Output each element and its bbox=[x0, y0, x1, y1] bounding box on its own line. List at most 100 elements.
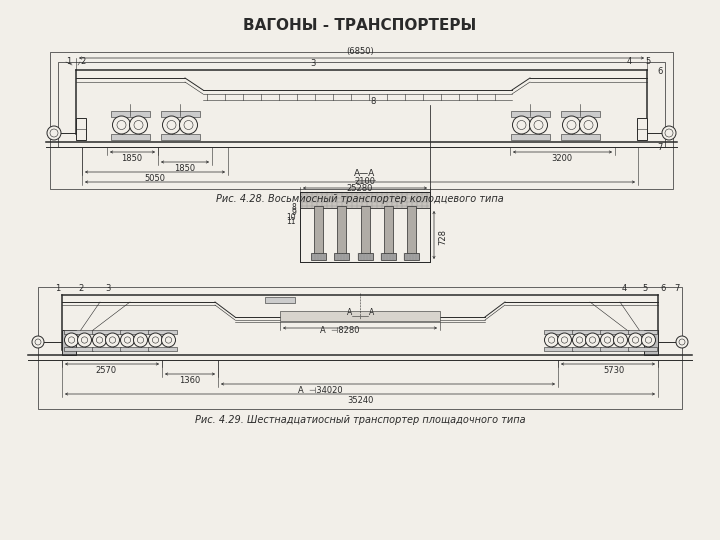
Circle shape bbox=[32, 336, 44, 348]
Text: Рис. 4.28. Восьмиосный транспортер колодцевого типа: Рис. 4.28. Восьмиосный транспортер колод… bbox=[216, 194, 504, 204]
Bar bbox=[63, 347, 92, 351]
Text: А: А bbox=[369, 308, 374, 317]
Text: 5050: 5050 bbox=[145, 174, 166, 183]
Text: 5730: 5730 bbox=[603, 366, 625, 375]
Bar bbox=[361, 206, 369, 254]
Text: (6850): (6850) bbox=[346, 47, 374, 56]
Text: 1: 1 bbox=[66, 57, 71, 66]
Circle shape bbox=[120, 333, 135, 347]
Bar bbox=[560, 111, 600, 117]
Bar bbox=[161, 111, 199, 117]
Bar bbox=[544, 330, 572, 334]
Circle shape bbox=[600, 333, 614, 347]
Text: 4: 4 bbox=[622, 284, 627, 293]
Text: 5: 5 bbox=[642, 284, 647, 293]
Text: 4: 4 bbox=[627, 57, 632, 66]
Text: 2100: 2100 bbox=[354, 177, 376, 186]
Bar bbox=[381, 253, 396, 260]
Bar bbox=[404, 253, 419, 260]
Bar bbox=[314, 206, 323, 254]
Bar bbox=[120, 347, 148, 351]
Circle shape bbox=[662, 126, 676, 140]
Text: 2570: 2570 bbox=[96, 366, 117, 375]
Circle shape bbox=[133, 333, 148, 347]
Bar bbox=[148, 330, 176, 334]
Text: ВАГОНЫ - ТРАНСПОРТЕРЫ: ВАГОНЫ - ТРАНСПОРТЕРЫ bbox=[243, 17, 477, 32]
Text: 7: 7 bbox=[674, 284, 680, 293]
Bar bbox=[91, 330, 120, 334]
Bar bbox=[300, 192, 430, 262]
Text: 3: 3 bbox=[105, 284, 110, 293]
Bar bbox=[311, 253, 326, 260]
Bar bbox=[148, 347, 176, 351]
Text: 1850: 1850 bbox=[122, 154, 143, 163]
Circle shape bbox=[106, 333, 120, 347]
Circle shape bbox=[676, 336, 688, 348]
Bar bbox=[560, 134, 600, 140]
Bar bbox=[63, 330, 92, 334]
Text: А—А: А—А bbox=[354, 169, 376, 178]
Text: 2: 2 bbox=[78, 284, 84, 293]
Bar bbox=[544, 347, 572, 351]
Circle shape bbox=[78, 333, 91, 347]
Bar bbox=[600, 330, 629, 334]
Text: 11: 11 bbox=[287, 217, 296, 226]
Text: 1360: 1360 bbox=[179, 376, 201, 385]
Text: 2: 2 bbox=[80, 57, 85, 66]
Bar bbox=[280, 311, 440, 321]
Circle shape bbox=[572, 333, 587, 347]
Bar bbox=[510, 111, 549, 117]
Bar bbox=[644, 330, 658, 355]
Bar bbox=[572, 330, 600, 334]
Bar bbox=[120, 330, 148, 334]
Circle shape bbox=[513, 116, 531, 134]
Text: 9: 9 bbox=[291, 208, 296, 217]
Text: 8: 8 bbox=[292, 204, 296, 213]
Bar bbox=[300, 192, 430, 262]
Circle shape bbox=[130, 116, 148, 134]
Bar bbox=[91, 347, 120, 351]
Text: А  ⊣8280: А ⊣8280 bbox=[320, 326, 360, 335]
Bar bbox=[600, 347, 629, 351]
Text: 8: 8 bbox=[370, 97, 375, 106]
Text: 1: 1 bbox=[55, 284, 60, 293]
Circle shape bbox=[148, 333, 163, 347]
Circle shape bbox=[562, 116, 580, 134]
Text: Рис. 4.29. Шестнадцатиосный транспортер площадочного типа: Рис. 4.29. Шестнадцатиосный транспортер … bbox=[194, 415, 526, 425]
Text: 6: 6 bbox=[657, 67, 662, 76]
Text: 25280: 25280 bbox=[347, 184, 373, 193]
Text: 35240: 35240 bbox=[347, 396, 373, 405]
Circle shape bbox=[613, 333, 628, 347]
Bar bbox=[161, 134, 199, 140]
Circle shape bbox=[161, 333, 176, 347]
Bar bbox=[58, 62, 665, 147]
Text: 10: 10 bbox=[287, 213, 296, 221]
Text: 6: 6 bbox=[660, 284, 665, 293]
Text: А  ⊣34020: А ⊣34020 bbox=[297, 386, 342, 395]
Text: 3200: 3200 bbox=[552, 154, 572, 163]
Bar bbox=[38, 287, 682, 409]
Text: 3: 3 bbox=[310, 59, 315, 68]
Bar bbox=[572, 347, 600, 351]
Bar bbox=[300, 192, 430, 208]
Bar bbox=[334, 253, 349, 260]
Bar bbox=[50, 52, 673, 189]
Circle shape bbox=[544, 333, 559, 347]
Bar bbox=[338, 206, 346, 254]
Circle shape bbox=[163, 116, 181, 134]
Text: 5: 5 bbox=[645, 57, 650, 66]
Bar bbox=[510, 134, 549, 140]
Bar bbox=[358, 253, 372, 260]
Bar bbox=[628, 330, 657, 334]
Bar bbox=[76, 118, 86, 140]
Circle shape bbox=[580, 116, 598, 134]
Bar bbox=[628, 347, 657, 351]
Text: 728: 728 bbox=[438, 229, 447, 245]
Bar bbox=[110, 134, 150, 140]
Circle shape bbox=[529, 116, 547, 134]
Bar bbox=[110, 111, 150, 117]
Bar bbox=[265, 297, 295, 303]
Bar bbox=[384, 206, 392, 254]
Circle shape bbox=[65, 333, 78, 347]
Circle shape bbox=[179, 116, 197, 134]
